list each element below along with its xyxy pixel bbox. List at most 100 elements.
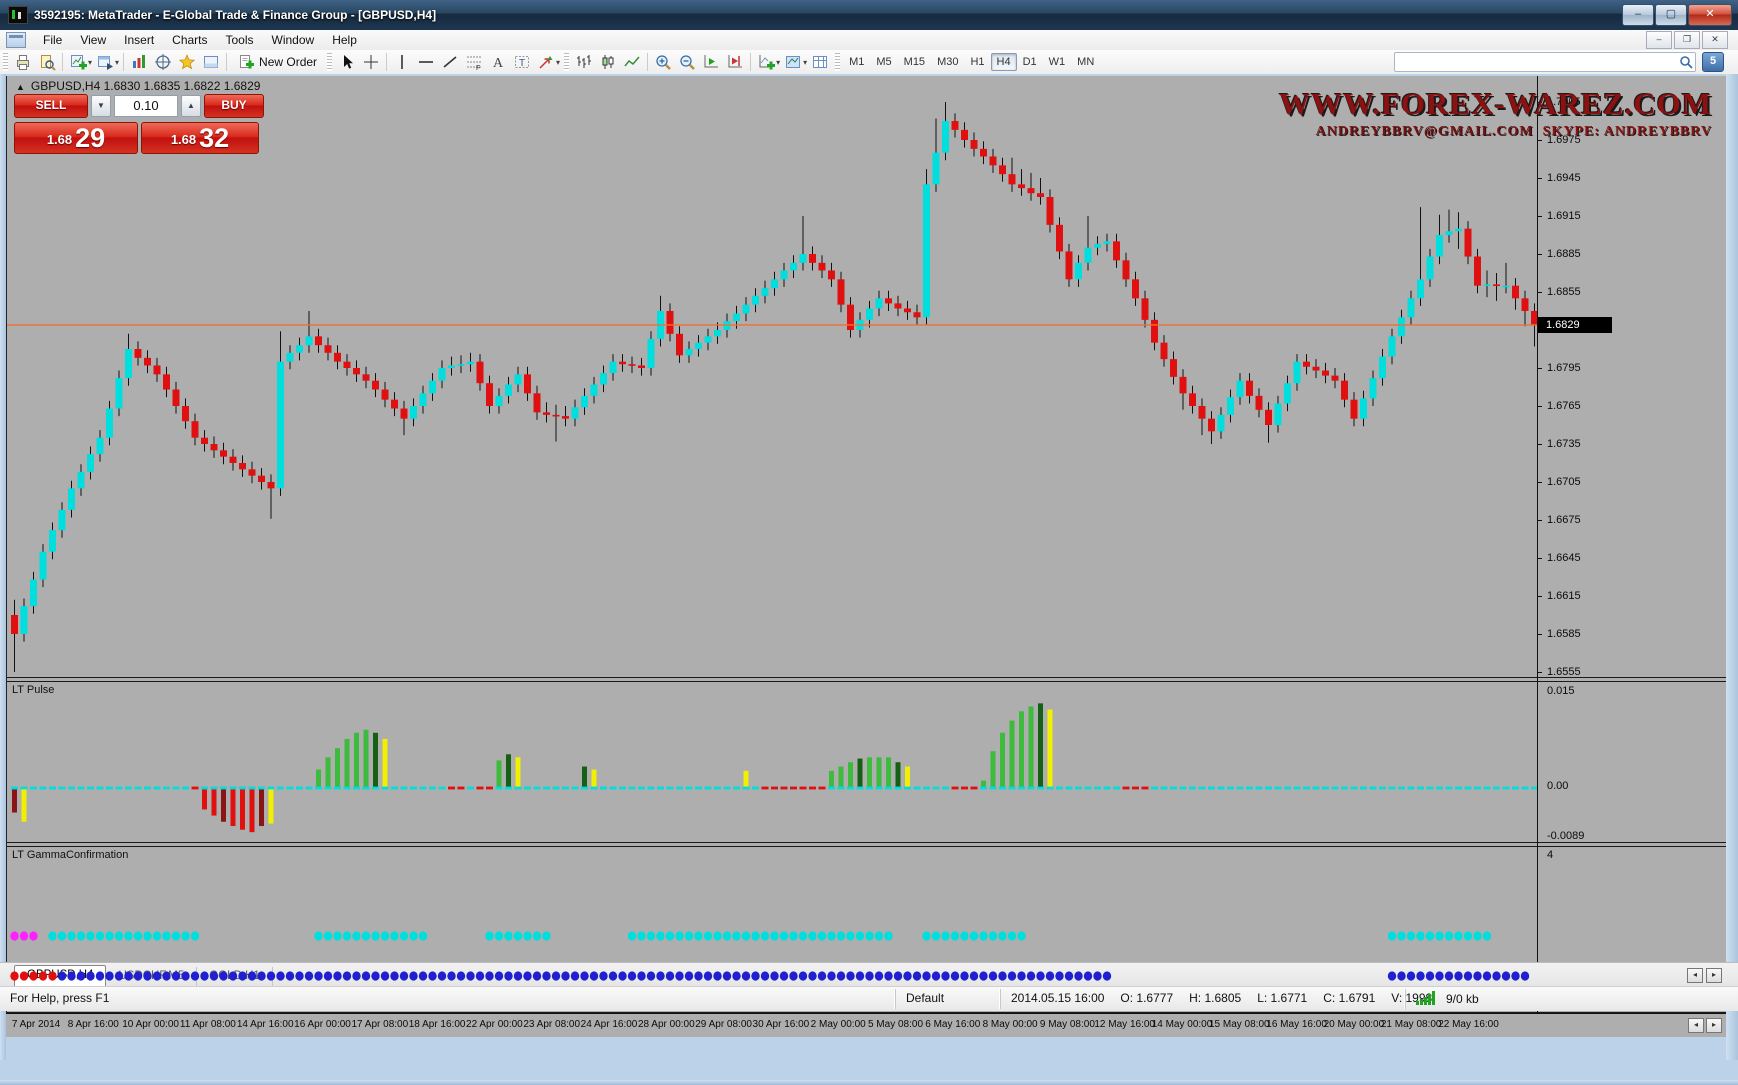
chart-window-icon[interactable] — [6, 32, 26, 48]
menu-tools[interactable]: Tools — [225, 33, 254, 47]
volume-input[interactable]: 0.10 — [114, 95, 178, 117]
navigator-icon[interactable] — [175, 51, 199, 73]
svg-text:F: F — [476, 65, 480, 71]
templates-icon[interactable] — [781, 51, 805, 73]
child-close-button[interactable]: ✕ — [1702, 31, 1728, 49]
sell-button[interactable]: SELL — [14, 94, 88, 118]
title-bar[interactable]: 3592195: MetaTrader - E-Global Trade & F… — [0, 0, 1738, 30]
timeframe-m15[interactable]: M15 — [903, 56, 926, 68]
price-tick — [1537, 368, 1542, 369]
sell-price[interactable]: 1.68 29 — [14, 122, 138, 154]
maximize-button[interactable]: ▢ — [1655, 4, 1687, 26]
new-chart-dropdown-icon[interactable]: ▾ — [88, 57, 93, 67]
timeframe-d1[interactable]: D1 — [1022, 56, 1037, 68]
market-watch-icon[interactable] — [127, 51, 151, 73]
lt-gamma-pane[interactable]: LT GammaConfirmation — [6, 846, 1726, 1013]
tab-scroll-left-icon[interactable]: ◂ — [1687, 968, 1703, 983]
search-icon[interactable] — [1679, 55, 1693, 69]
crosshair-icon[interactable] — [359, 51, 383, 73]
chart-profiles-icon[interactable] — [93, 51, 117, 73]
timeframe-w1[interactable]: W1 — [1048, 56, 1066, 68]
menu-help[interactable]: Help — [332, 33, 357, 47]
volume-up-button[interactable]: ▲ — [181, 95, 201, 117]
timeframe-m30[interactable]: M30 — [937, 56, 959, 68]
lt-pulse-pane[interactable]: LT Pulse — [6, 681, 1726, 843]
bar-chart-icon[interactable] — [572, 51, 596, 73]
toolbar-grip[interactable] — [564, 53, 570, 71]
plot-left-border — [6, 76, 7, 1013]
price-tick — [1537, 292, 1542, 293]
search-input[interactable] — [1398, 54, 1672, 70]
window-right-edge — [1726, 74, 1738, 1060]
toolbar-grip[interactable] — [835, 53, 841, 71]
volume-down-button[interactable]: ▼ — [91, 95, 111, 117]
arrows-icon[interactable] — [534, 51, 558, 73]
close-button[interactable]: ✕ — [1688, 4, 1732, 26]
templates-dropdown-icon[interactable]: ▾ — [803, 57, 808, 67]
menu-insert[interactable]: Insert — [124, 33, 155, 47]
child-minimize-button[interactable]: – — [1646, 31, 1672, 49]
price-axis-label: 1.6735 — [1547, 438, 1581, 450]
vertical-line-icon[interactable] — [390, 51, 414, 73]
time-axis-label: 15 May 08:00 — [1208, 1019, 1270, 1030]
chart-profiles-dropdown-icon[interactable]: ▾ — [115, 57, 120, 67]
chart-shift-icon[interactable] — [723, 51, 747, 73]
time-axis-label: 21 May 08:00 — [1380, 1019, 1442, 1030]
price-chart-pane[interactable]: WWW.FOREX-WAREZ.COM ANDREYBBRV@GMAIL.COM… — [6, 76, 1726, 678]
timeframe-h4[interactable]: H4 — [990, 53, 1017, 71]
arrows-dropdown-icon[interactable]: ▾ — [556, 57, 561, 67]
status-profile[interactable]: Default — [895, 989, 1016, 1009]
new-chart-icon[interactable] — [66, 51, 90, 73]
print-icon[interactable] — [11, 51, 35, 73]
data-window-icon[interactable] — [151, 51, 175, 73]
auto-scroll-icon[interactable] — [699, 51, 723, 73]
menu-charts[interactable]: Charts — [172, 33, 208, 47]
toolbar-grip[interactable] — [3, 53, 8, 71]
child-restore-button[interactable]: ❐ — [1674, 31, 1700, 49]
print-preview-icon[interactable] — [35, 51, 59, 73]
candlestick-chart[interactable] — [7, 76, 1537, 676]
scroll-left-icon[interactable]: ◂ — [1688, 1018, 1704, 1033]
text-icon[interactable]: A — [486, 51, 510, 73]
buy-button[interactable]: BUY — [204, 94, 264, 118]
time-axis-label: 12 May 16:00 — [1094, 1019, 1155, 1030]
mql5-community-icon[interactable]: 5 — [1702, 52, 1724, 72]
scroll-right-icon[interactable]: ▸ — [1706, 1018, 1722, 1033]
zoom-in-icon[interactable] — [651, 51, 675, 73]
watermark-title: WWW.FOREX-WAREZ.COM — [1279, 86, 1712, 121]
price-tick — [1537, 140, 1542, 141]
horizontal-line-icon[interactable] — [414, 51, 438, 73]
minimize-button[interactable]: – — [1622, 4, 1654, 26]
app-icon — [8, 6, 28, 24]
toolbar-grip[interactable] — [327, 53, 333, 71]
price-tick — [1537, 558, 1542, 559]
menu-file[interactable]: File — [43, 33, 63, 47]
collapse-triangle-icon[interactable]: ▲ — [16, 82, 25, 92]
price-axis-label: 1.6615 — [1547, 590, 1581, 602]
timeframe-mn[interactable]: MN — [1077, 56, 1095, 68]
period-grid-icon[interactable] — [808, 51, 832, 73]
timeframe-m5[interactable]: M5 — [876, 56, 892, 68]
search-box[interactable] — [1394, 52, 1696, 72]
indicators-dropdown-icon[interactable]: ▾ — [776, 57, 781, 67]
buy-price[interactable]: 1.68 32 — [141, 122, 259, 154]
zoom-out-icon[interactable] — [675, 51, 699, 73]
fibonacci-icon[interactable]: F — [462, 51, 486, 73]
timeframe-h1[interactable]: H1 — [970, 56, 985, 68]
window-bottom-edge — [0, 1080, 1738, 1085]
text-label-icon[interactable]: T — [510, 51, 534, 73]
menu-window[interactable]: Window — [271, 33, 315, 47]
trendline-icon[interactable] — [438, 51, 462, 73]
candlestick-chart-icon[interactable] — [596, 51, 620, 73]
tab-scroll-right-icon[interactable]: ▸ — [1706, 968, 1722, 983]
new-order-button[interactable]: New Order — [230, 51, 324, 73]
time-axis[interactable]: ◂ ▸ 7 Apr 2014 8 Apr 16:00 10 Apr 00:00 11 … — [6, 1013, 1726, 1037]
indicators-icon[interactable] — [754, 51, 778, 73]
timeframe-m1[interactable]: M1 — [849, 56, 865, 68]
cursor-icon[interactable] — [335, 51, 359, 73]
menu-view[interactable]: View — [80, 33, 107, 47]
line-chart-icon[interactable] — [620, 51, 644, 73]
time-axis-label: 22 Apr 00:00 — [466, 1019, 523, 1030]
terminal-icon[interactable] — [199, 51, 223, 73]
